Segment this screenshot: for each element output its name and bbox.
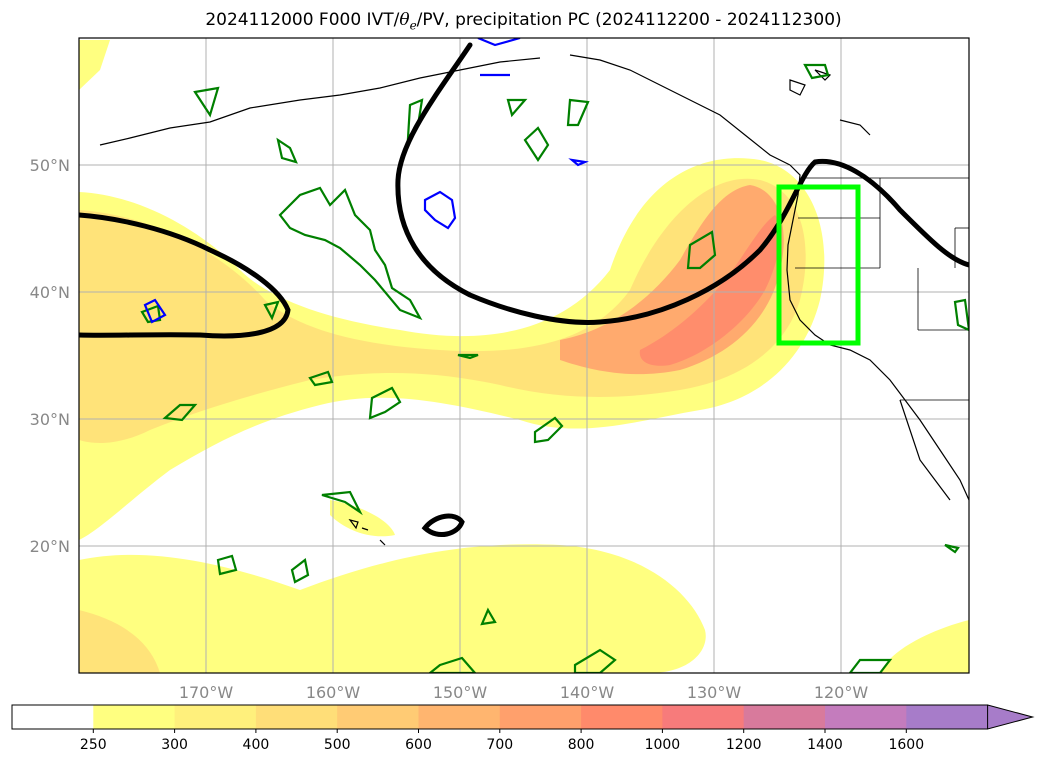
colorbar-segment <box>499 705 582 729</box>
colorbar-segment <box>174 705 257 729</box>
ivt-light-region-hawaii <box>330 500 395 537</box>
lon-label-130w: 130°W <box>687 683 742 702</box>
ivt-light-region <box>79 158 825 540</box>
theta-e-blue-contour-3 <box>477 38 521 47</box>
theta-e-contour-24 <box>944 543 960 554</box>
theta-e-contour-11 <box>308 370 334 387</box>
theta-e-contour-12 <box>368 386 402 420</box>
lat-label-40: 40°N <box>30 283 70 302</box>
colorbar-segment <box>581 705 663 729</box>
colorbar-tick-label: 700 <box>486 737 513 753</box>
theta-e-blue-contour-1 <box>423 190 457 230</box>
ivt-mid-region <box>79 178 806 443</box>
pv-contour-trough <box>395 42 969 325</box>
map-panel <box>78 37 970 674</box>
west-coast <box>786 164 969 501</box>
latitude-labels: 50°N 40°N 30°N 20°N <box>30 156 70 556</box>
lon-label-140w: 140°W <box>560 683 615 702</box>
theta-e-contour-5 <box>506 98 528 118</box>
theta-e-contour-22 <box>953 298 969 332</box>
lon-label-170w: 170°W <box>179 683 234 702</box>
colorbar-extend-arrow <box>987 704 1035 730</box>
theta-e-contour-21 <box>803 63 830 80</box>
aleutian-coast <box>99 57 541 146</box>
colorbar-tick-label: 400 <box>243 737 270 753</box>
colorbar-segment <box>255 705 338 729</box>
lon-label-160w: 160°W <box>306 683 361 702</box>
theta-e-contour-6 <box>566 98 590 127</box>
coastlines <box>99 54 969 546</box>
colorbar-tick-label: 250 <box>80 737 107 753</box>
colorbar: 250 300 400 500 600 700 800 1000 1200 1400 1600 <box>11 704 1035 753</box>
theta-e-contour-9 <box>140 304 162 324</box>
ivt-core-region <box>639 215 781 366</box>
theta-e-contour-23 <box>848 658 893 673</box>
lat-label-20: 20°N <box>30 537 70 556</box>
lat-label-50: 50°N <box>30 156 70 175</box>
colorbar-tick-label: 600 <box>405 737 432 753</box>
theta-e-blue-contour-4 <box>568 158 589 167</box>
theta-e-contour-16 <box>290 558 310 584</box>
theta-e-contour-17 <box>216 554 238 576</box>
theta-e-contour-1 <box>278 186 423 321</box>
colorbar-tick-label: 300 <box>161 737 188 753</box>
colorbar-tick-label: 1400 <box>807 737 843 753</box>
theta-e-contour-2 <box>193 86 220 118</box>
theta-e-contour-3 <box>276 137 298 164</box>
hawaii-islands <box>348 519 386 546</box>
theta-e-contour-20 <box>480 607 497 626</box>
colorbar-segment <box>418 705 501 729</box>
pv-contour-west <box>79 212 291 339</box>
colorbar-tick-label: 800 <box>568 737 595 753</box>
colorbar-segment <box>906 705 989 729</box>
colorbar-tick-label: 500 <box>324 737 351 753</box>
map-title: 2024112000 F000 IVT/θe/PV, precipitation… <box>205 10 842 33</box>
theta-e-contour-14 <box>533 416 564 444</box>
region-box <box>776 184 861 346</box>
ivt-light-region-south <box>79 544 706 673</box>
theta-e-contour-13 <box>162 403 198 422</box>
alaska-coast <box>569 54 791 166</box>
ivt-mid-region-sw <box>79 610 160 673</box>
theta-e-contour-15 <box>321 490 363 516</box>
pv-contour-subtropical <box>421 513 465 538</box>
colorbar-segment <box>337 705 419 729</box>
colorbar-segment <box>93 705 176 729</box>
colorbar-tick-label: 1200 <box>726 737 762 753</box>
pv-contours <box>79 42 969 538</box>
colorbar-segment <box>825 705 907 729</box>
theta-e-contour-10 <box>263 300 280 321</box>
map-frame <box>78 37 970 674</box>
longitude-labels: 170°W 160°W 150°W 140°W 130°W 120°W <box>179 683 869 702</box>
theta-e-green-contours <box>140 63 969 673</box>
colorbar-segment <box>662 705 745 729</box>
colorbar-segment <box>12 705 94 729</box>
colorbar-tick-label: 1000 <box>645 737 681 753</box>
bc-islands <box>789 69 871 136</box>
lat-label-30: 30°N <box>30 410 70 429</box>
theta-e-blue-contour-2 <box>143 298 167 324</box>
ivt-light-region-se <box>880 620 969 673</box>
lon-label-150w: 150°W <box>433 683 488 702</box>
theta-e-contour-8 <box>686 230 717 270</box>
state-borders <box>795 177 969 401</box>
theta-e-contour-7 <box>523 126 550 163</box>
theta-e-contour-19 <box>573 648 617 673</box>
colorbar-segment <box>743 705 826 729</box>
theta-e-blue-contours <box>143 38 589 324</box>
theta-e-contour-18 <box>428 656 477 673</box>
colorbar-tick-label: 1600 <box>888 737 924 753</box>
theta-e-contour-25 <box>457 353 479 360</box>
ivt-light-region-nw <box>79 40 110 90</box>
ivt-shading <box>79 40 969 673</box>
lon-label-120w: 120°W <box>814 683 869 702</box>
baja-coast <box>899 399 951 501</box>
